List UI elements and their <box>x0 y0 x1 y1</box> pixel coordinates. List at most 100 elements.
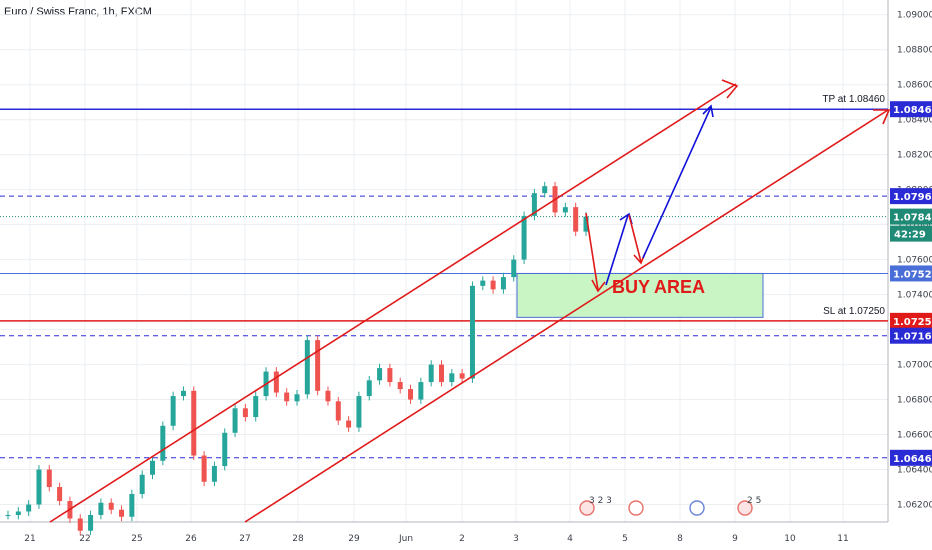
candle-body <box>46 469 52 488</box>
tp-label: TP at 1.08460 <box>822 94 885 105</box>
candle-body <box>408 389 414 400</box>
level-price-label: 1.07250 <box>893 317 932 328</box>
candle-body <box>36 469 42 505</box>
y-tick-label: 1.06200 <box>897 501 932 511</box>
buy-zone <box>516 272 764 318</box>
candle-body <box>284 392 290 402</box>
grid-lines <box>0 0 888 522</box>
candle-body <box>304 340 310 395</box>
candle-body <box>139 474 145 495</box>
level-price-label: 1.08460 <box>893 105 932 116</box>
channel-upper-line <box>49 83 737 523</box>
candle-body <box>129 494 135 517</box>
candle-body <box>439 364 444 383</box>
candle-body <box>211 466 217 482</box>
candle-body <box>573 207 579 232</box>
candle-body <box>449 373 455 383</box>
candle-body <box>201 455 207 482</box>
y-tick-label: 1.06400 <box>897 466 932 476</box>
candle-body <box>77 518 83 531</box>
candle-body <box>273 371 279 393</box>
candle-body <box>315 340 321 391</box>
level-price-label: 1.06467 <box>893 454 932 465</box>
x-tick-label: 2 <box>459 534 465 544</box>
level-price-label: 1.07846 <box>893 213 932 224</box>
x-tick-label: 11 <box>837 534 848 544</box>
projection-up-arrow <box>605 214 629 286</box>
candle-body <box>542 186 548 194</box>
x-tick-label: 28 <box>292 534 304 544</box>
channel-lower-arrowhead <box>873 109 891 125</box>
y-tick-label: 1.08400 <box>897 116 932 126</box>
level-price-tag <box>890 208 932 225</box>
candle-body <box>531 193 537 216</box>
event-badge-icon <box>628 500 644 516</box>
countdown-label: 42:29 <box>894 230 926 241</box>
candle-body <box>57 487 63 502</box>
candle-body <box>335 401 341 421</box>
y-tick-label: 1.08600 <box>897 81 932 91</box>
event-badge-icon <box>689 500 705 516</box>
candle-body <box>160 425 166 461</box>
candle-body <box>459 373 465 379</box>
candle-body <box>242 408 248 418</box>
y-tick-label: 1.06800 <box>897 396 932 406</box>
buy-area-label: BUY AREA <box>612 277 705 297</box>
candle-body <box>500 277 506 290</box>
x-tick-label: 4 <box>567 534 573 544</box>
countdown-tag <box>890 225 932 242</box>
candle-body <box>294 394 300 402</box>
candle-body <box>15 511 21 516</box>
channel-upper-arrowhead <box>721 79 739 99</box>
event-badge-icon <box>579 500 595 516</box>
x-tick-label: 21 <box>24 534 35 544</box>
candle-body <box>490 280 496 290</box>
candle-body <box>511 259 517 278</box>
candle-body <box>418 382 424 400</box>
candle-body <box>428 364 434 383</box>
candle-body <box>119 509 125 517</box>
candle-body <box>469 285 475 379</box>
x-tick-label: 3 <box>513 534 519 544</box>
y-tick-label: 1.08200 <box>897 151 932 161</box>
x-tick-label: 8 <box>677 534 683 544</box>
level-price-tag <box>890 265 932 282</box>
y-tick-label: 1.07000 <box>897 361 932 371</box>
candle-body <box>26 504 32 512</box>
candle-body <box>232 408 238 433</box>
x-tick-label: 10 <box>784 534 796 544</box>
y-tick-label: 1.09000 <box>897 11 932 21</box>
x-tick-label: 9 <box>732 534 738 544</box>
sl-label: SL at 1.07250 <box>823 306 885 317</box>
x-tick-label: 22 <box>79 534 90 544</box>
candle-body <box>387 368 393 383</box>
level-price-tag <box>890 449 932 466</box>
candle-body <box>253 396 259 418</box>
candle-body <box>88 515 94 531</box>
y-tick-label: 1.08800 <box>897 46 932 56</box>
x-tick-label: 29 <box>348 534 360 544</box>
projection-down-arrow <box>585 212 599 291</box>
candle-body <box>377 368 383 381</box>
candle-body <box>346 420 352 428</box>
candle-body <box>222 432 228 467</box>
event-badge-count: 2 5 <box>747 496 761 506</box>
projection-pullback-arrow <box>628 214 642 263</box>
x-tick-label: 27 <box>239 534 250 544</box>
y-tick-label: 1.07400 <box>897 291 932 301</box>
level-price-tag <box>890 101 932 118</box>
x-tick-label: 5 <box>622 534 628 544</box>
event-badge-count: 3 2 3 <box>589 496 612 506</box>
projection-target-arrow <box>642 106 712 259</box>
candle-body <box>562 207 568 213</box>
projection-target-arrowhead <box>702 104 714 118</box>
y-tick-label: 1.06600 <box>897 431 932 441</box>
level-price-label: 1.07963 <box>893 192 932 203</box>
x-tick-label: Jun <box>398 534 413 544</box>
candle-body <box>325 390 331 402</box>
x-tick-label: 25 <box>131 534 142 544</box>
candle-body <box>480 280 486 286</box>
y-tick-label: 1.07600 <box>897 256 932 266</box>
